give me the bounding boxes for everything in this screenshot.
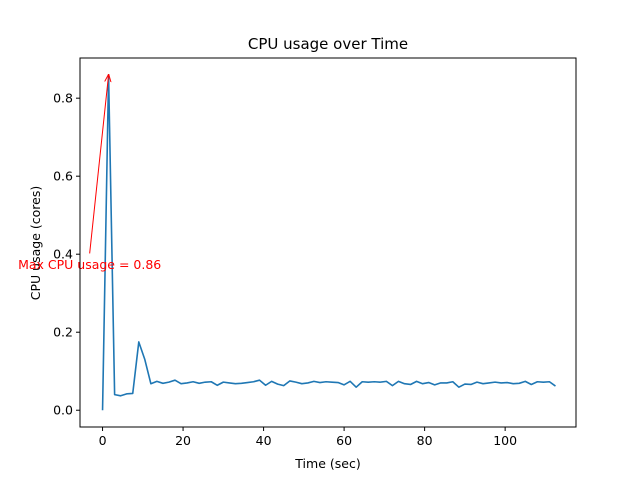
y-tick-label: 0.0: [53, 403, 73, 418]
plot-area: [101, 73, 556, 411]
axes-frame: [79, 57, 577, 428]
x-tick-label: 100: [493, 433, 517, 448]
y-tick-label: 0.2: [53, 325, 73, 340]
y-axis-label: CPU usage (cores): [28, 186, 43, 300]
y-axis-ticks: 0.0 0.2 0.4 0.6 0.8: [53, 91, 80, 418]
chart-title: CPU usage over Time: [248, 35, 408, 53]
y-tick-label: 0.8: [53, 91, 73, 106]
annotation-arrow: [89, 75, 109, 254]
annotation-group: Max CPU usage = 0.86: [18, 75, 161, 272]
x-tick-label: 60: [336, 433, 352, 448]
annotation-max-label: Max CPU usage = 0.86: [18, 257, 161, 272]
x-tick-label: 0: [99, 433, 107, 448]
y-tick-label: 0.4: [53, 247, 73, 262]
x-axis-label: Time (sec): [294, 456, 360, 471]
series-line-cpu-usage: [101, 73, 556, 411]
x-tick-label: 40: [256, 433, 272, 448]
x-tick-label: 20: [175, 433, 191, 448]
y-tick-label: 0.6: [53, 169, 73, 184]
x-axis-ticks: 0 20 40 60 80 100: [99, 427, 517, 448]
x-tick-label: 80: [417, 433, 433, 448]
